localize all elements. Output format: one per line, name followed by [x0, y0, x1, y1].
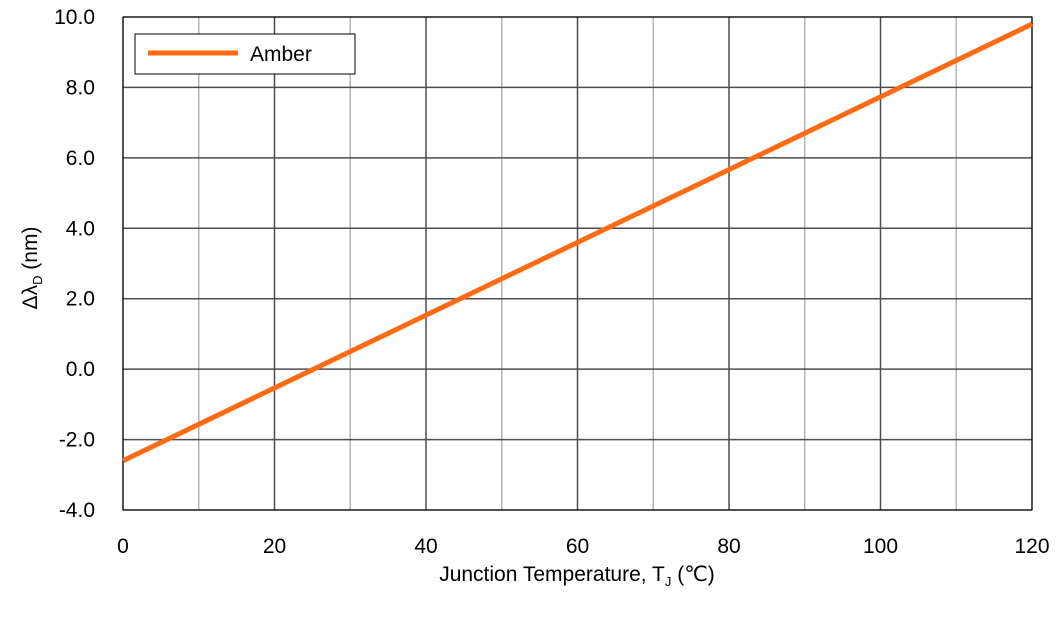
legend-label-amber: Amber: [250, 43, 312, 66]
plot-area-border: [122, 16, 1033, 511]
x-tick-label: 120: [1014, 535, 1049, 558]
y-tick-label: 8.0: [66, 76, 95, 99]
x-axis-tick-labels: 0 20 40 60 80 100 120: [117, 535, 1049, 558]
minor-gridlines: [198, 17, 957, 510]
y-axis-title: ΔλD (nm): [19, 227, 45, 310]
x-axis-title-tail: (℃): [671, 563, 714, 586]
x-tick-label: 0: [117, 535, 129, 558]
x-tick-label: 40: [414, 535, 437, 558]
y-axis-title-tail: (nm): [19, 227, 42, 276]
y-tick-label: -4.0: [59, 499, 95, 522]
x-axis-title-main: Junction Temperature, T: [439, 563, 665, 586]
x-axis-title: Junction Temperature, TJ (℃): [439, 563, 715, 589]
series-layer: [121, 21, 1034, 463]
x-tick-label: 60: [566, 535, 589, 558]
x-axis-title-sub: J: [665, 574, 672, 589]
x-tick-label: 20: [263, 535, 286, 558]
y-axis-title-main: Δλ: [19, 284, 42, 309]
series-line-amber: [121, 21, 1034, 463]
y-tick-label: 4.0: [66, 217, 95, 240]
y-tick-label: -2.0: [59, 429, 95, 452]
y-tick-label: 2.0: [66, 288, 95, 311]
y-tick-label: 10.0: [54, 6, 95, 29]
legend: Amber: [134, 33, 356, 75]
y-tick-label: 0.0: [66, 358, 95, 381]
y-tick-label: 6.0: [66, 147, 95, 170]
y-axis-title-sub: D: [30, 276, 45, 285]
x-tick-label: 80: [717, 535, 740, 558]
x-tick-label: 100: [863, 535, 898, 558]
y-axis-tick-labels: -4.0 -2.0 0.0 2.0 4.0 6.0 8.0 10.0: [54, 6, 95, 522]
